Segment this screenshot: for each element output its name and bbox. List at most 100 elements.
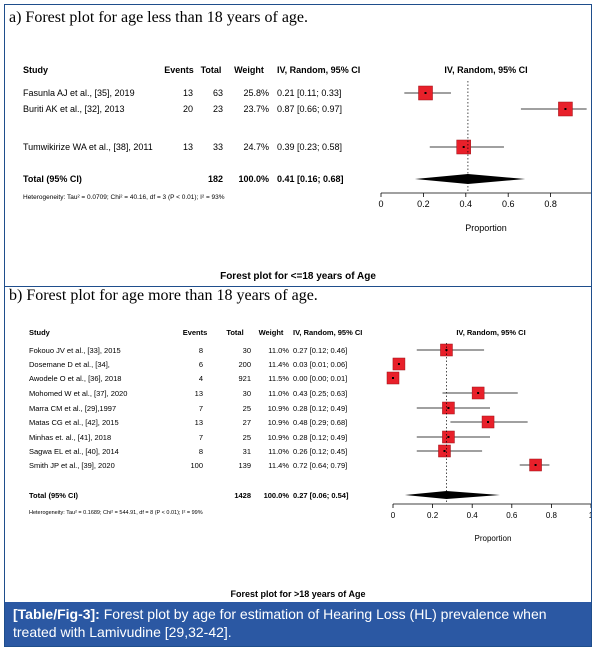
header-total: Total [226,328,243,337]
total-value: 33 [213,142,223,152]
header-plot: IV, Random, 95% CI [444,65,527,75]
ci-value: 0.48 [0.29; 0.68] [293,418,347,427]
study-label: Fasunla AJ et al., [35], 2019 [23,88,135,98]
total-value: 30 [243,389,251,398]
total-count: 1428 [234,491,251,500]
study-label: Sagwa EL et al., [40], 2014 [29,447,119,456]
study-label: Smith JP et al., [39], 2020 [29,461,115,470]
study-point [564,108,567,110]
header-events: Events [164,65,194,75]
total-value: 921 [238,374,251,383]
study-label: Fokouo JV et al., [33], 2015 [29,346,121,355]
total-label: Total (95% CI) [23,174,82,184]
header-plot: IV, Random, 95% CI [456,328,525,337]
total-value: 63 [213,88,223,98]
ci-value: 0.28 [0.12; 0.49] [293,404,347,413]
events-value: 8 [199,447,203,456]
study-label: Marra CM et al., [29],1997 [29,404,116,413]
weight-value: 25.8% [243,88,269,98]
header-events: Events [183,328,208,337]
weight-value: 11.5% [268,374,289,383]
ci-value: 0.21 [0.11; 0.33] [277,88,341,98]
heterogeneity-text: Heterogeneity: Tau² = 0.1689; Chi² = 544… [29,510,203,516]
study-point [397,363,400,365]
x-tick-label: 0 [391,511,396,520]
total-value: 30 [243,346,251,355]
weight-value: 10.9% [268,418,290,427]
events-value: 13 [183,142,193,152]
total-weight: 100.0% [264,491,290,500]
figure-caption: [Table/Fig-3]: Forest plot by age for es… [5,602,591,646]
total-value: 25 [243,404,251,413]
caption-ref: [Table/Fig-3]: [13,606,100,622]
header-ci: IV, Random, 95% CI [293,328,362,337]
weight-value: 11.0% [268,346,289,355]
header-ci: IV, Random, 95% CI [277,65,360,75]
ci-value: 0.00 [0.00; 0.01] [293,374,347,383]
events-value: 13 [195,389,203,398]
x-tick-label: 0.8 [546,511,558,520]
forest-plot-a: Study Events Total Weight IV, Random, 95… [23,65,591,282]
header-study: Study [29,328,51,337]
study-point [443,450,446,452]
x-axis-label: Proportion [465,223,507,233]
x-tick-label: 1 [589,511,591,520]
x-tick-label: 1 [590,199,591,209]
summary-diamond [414,174,526,184]
heterogeneity-text: Heterogeneity: Tau² = 0.0709; Chi² = 40.… [23,194,225,201]
figure-frame: a) Forest plot for age less than 18 year… [4,4,592,647]
total-value: 27 [243,418,251,427]
study-point [477,392,480,394]
total-count: 182 [208,174,223,184]
study-point [392,377,394,379]
events-value: 13 [183,88,193,98]
events-value: 13 [195,418,203,427]
panel-a-label: a) Forest plot for age less than 18 year… [9,9,309,26]
ci-value: 0.28 [0.12; 0.49] [293,433,347,442]
study-point [462,146,465,148]
weight-value: 10.9% [268,433,290,442]
events-value: 7 [199,433,203,442]
header-weight: Weight [259,328,284,337]
study-label: Awodele O et al., [36], 2018 [29,374,121,383]
weight-value: 11.0% [268,447,289,456]
weight-value: 23.7% [243,104,269,114]
caption-text: Forest plot by age for estimation of Hea… [13,606,547,640]
x-tick-label: 0.8 [544,199,557,209]
events-value: 20 [183,104,193,114]
study-point [447,436,450,438]
forest-plot-b: Study Events Total Weight IV, Random, 95… [29,328,591,599]
plot-title: Forest plot for <=18 years of Age [220,271,376,282]
weight-value: 10.9% [268,404,290,413]
total-ci: 0.27 [0.06; 0.54] [293,491,349,500]
events-value: 4 [199,374,203,383]
study-label: Tumwikirize WA et al., [38], 2011 [23,142,153,152]
total-value: 23 [213,104,223,114]
ci-value: 0.87 [0.66; 0.97] [277,104,342,114]
ci-value: 0.43 [0.25; 0.63] [293,389,347,398]
weight-value: 24.7% [243,142,269,152]
total-ci: 0.41 [0.16; 0.68] [277,174,344,184]
ci-value: 0.39 [0.23; 0.58] [277,142,342,152]
study-label: Mohomed W et al., [37], 2020 [29,389,127,398]
study-label: Matas CG et al., [42], 2015 [29,418,119,427]
total-value: 31 [243,447,251,456]
panel-b-label: b) Forest plot for age more than 18 year… [9,287,318,304]
header-total: Total [201,65,222,75]
events-value: 6 [199,360,203,369]
study-point [447,407,450,409]
x-tick-label: 0.6 [502,199,515,209]
header-weight: Weight [234,65,264,75]
total-value: 25 [243,433,251,442]
summary-diamond [404,491,500,499]
x-tick-label: 0.4 [467,511,479,520]
study-label: Dosemane D et al., [34], [29,360,110,369]
ci-value: 0.26 [0.12; 0.45] [293,447,347,456]
total-value: 200 [238,360,251,369]
header-study: Study [23,65,48,75]
events-value: 7 [199,404,203,413]
ci-value: 0.27 [0.12; 0.46] [293,346,347,355]
study-point [487,421,490,423]
total-value: 139 [238,461,251,470]
x-tick-label: 0.2 [417,199,430,209]
